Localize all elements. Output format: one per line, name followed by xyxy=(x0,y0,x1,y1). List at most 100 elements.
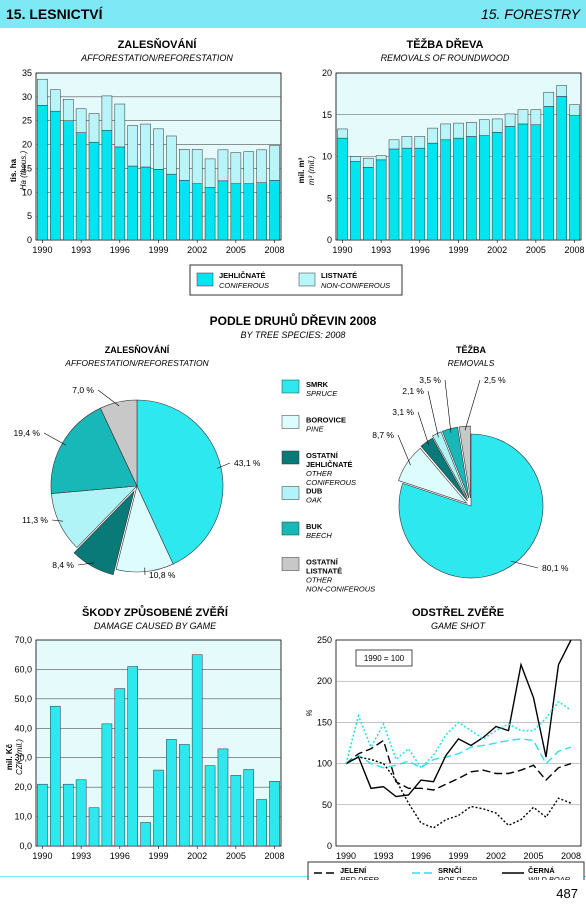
damage-bar xyxy=(204,765,216,847)
roundwood-xtick-label: 1993 xyxy=(371,245,391,255)
afforestation-bar xyxy=(88,141,100,241)
damage-bar xyxy=(230,775,242,847)
damage-ytick-label: 60,0 xyxy=(14,664,32,674)
afforestation-bar xyxy=(191,183,203,241)
pie-legend-swatch xyxy=(281,521,300,536)
afforestation-ytick-label: 5 xyxy=(27,211,32,221)
roundwood-bar xyxy=(530,124,542,241)
afforestation-ytick-label: 30 xyxy=(22,92,32,102)
pie-removals-slice xyxy=(458,425,471,499)
afforestation-bar xyxy=(50,110,61,241)
pie-afforestation-slice xyxy=(99,399,138,487)
header-right-title: 15. FORESTRY xyxy=(480,6,580,22)
damage-xtick-label: 2002 xyxy=(187,851,207,861)
afforestation-xtick-label: 2005 xyxy=(226,245,246,255)
header-left-title: 15. LESNICTVÍ xyxy=(6,6,103,22)
pie-afforestation-slice-label: 10,8 % xyxy=(149,570,176,580)
roundwood-bar xyxy=(479,119,490,136)
roundwood-bar xyxy=(491,132,503,241)
pie-removals-slice xyxy=(398,433,544,579)
pie-legend-label-en: OAK xyxy=(306,496,323,505)
roundwood-xtick-label: 2005 xyxy=(526,245,546,255)
damage-title: ŠKODY ZPŮSOBENÉ ZVĚŘÍ xyxy=(82,605,229,619)
afforestation-bar xyxy=(217,149,229,182)
pie-legend-label-en: OTHER xyxy=(306,576,333,585)
pie-removals-slice-label: 8,7 % xyxy=(372,430,394,440)
game-shot-xtick-label: 2002 xyxy=(486,851,506,861)
pie-section-subtitle: BY TREE SPECIES: 2008 xyxy=(241,330,346,340)
page-header: 15. LESNICTVÍ 15. FORESTRY xyxy=(0,0,586,28)
forest-legend-label: JEHLIČNATÉ xyxy=(219,271,266,280)
forest-legend-label-en: NON-CONIFEROUS xyxy=(321,281,390,290)
roundwood-bar xyxy=(375,159,387,241)
roundwood-bar xyxy=(440,139,451,241)
game-shot-xtick-label: 1996 xyxy=(411,851,431,861)
damage-bar xyxy=(153,769,164,847)
afforestation-ylabel: tis. ha xyxy=(9,158,18,182)
pie-removals-leader xyxy=(444,379,452,433)
damage-bar xyxy=(179,744,190,847)
afforestation-bar xyxy=(140,166,151,241)
roundwood-bar xyxy=(375,155,387,161)
roundwood-bar xyxy=(453,122,464,139)
forest-legend-swatch xyxy=(196,272,214,287)
afforestation-bar xyxy=(127,165,138,241)
roundwood-bar xyxy=(543,91,555,107)
afforestation-bar xyxy=(153,128,164,170)
pie-legend-label: OSTATNÍ xyxy=(306,558,339,567)
afforestation-bar xyxy=(269,180,280,241)
damage-bar xyxy=(256,799,267,847)
game-shot-series-line xyxy=(345,756,572,829)
afforestation-bar xyxy=(217,180,229,241)
game-shot-ytick-label: 150 xyxy=(317,717,332,727)
afforestation-bar xyxy=(75,132,87,241)
pie-legend-label: BUK xyxy=(306,522,323,531)
afforestation-bar xyxy=(37,78,48,106)
game-shot-annotation: 1990 = 100 xyxy=(364,654,405,663)
pie-removals-leader xyxy=(427,390,439,438)
afforestation-bar xyxy=(127,125,138,167)
pie-afforestation-leader xyxy=(77,562,95,566)
pie-afforestation-title: ZALESŇOVÁNÍ xyxy=(105,344,170,355)
game-shot-xtick-label: 2008 xyxy=(561,851,581,861)
roundwood-bar xyxy=(569,104,580,116)
roundwood-bar xyxy=(362,167,374,241)
page-number: 487 xyxy=(556,886,578,901)
roundwood-bar xyxy=(504,113,516,127)
damage-ylabel-en: CZK (mil.) xyxy=(15,739,24,775)
pie-afforestation-slice-label: 43,1 % xyxy=(234,458,261,468)
afforestation-bar xyxy=(62,120,74,241)
pie-afforestation-subtitle: AFFORESTATION/REFORESTATION xyxy=(64,358,209,368)
afforestation-bar xyxy=(50,89,61,112)
damage-bar xyxy=(114,688,126,847)
game-shot-xtick-label: 1993 xyxy=(373,851,393,861)
pie-removals-leader xyxy=(417,411,430,446)
afforestation-bar xyxy=(114,103,126,148)
afforestation-ytick-label: 25 xyxy=(22,116,32,126)
roundwood-bar xyxy=(427,127,438,144)
pie-removals-slice-label: 3,5 % xyxy=(419,375,441,385)
pie-afforestation-slice-label: 8,4 % xyxy=(52,560,74,570)
game-shot-ytick-label: 0 xyxy=(327,841,332,851)
afforestation-bar xyxy=(179,149,190,181)
damage-subtitle: DAMAGE CAUSED BY GAME xyxy=(94,621,217,631)
afforestation-bar xyxy=(101,95,113,131)
pie-removals-slice xyxy=(420,437,468,502)
damage-xtick-label: 1990 xyxy=(32,851,52,861)
afforestation-bar xyxy=(256,182,267,241)
forest-legend-swatch xyxy=(298,272,316,287)
pie-legend-label: JEHLIČNATÉ xyxy=(306,460,353,469)
afforestation-bar xyxy=(230,183,242,241)
damage-xtick-label: 2008 xyxy=(265,851,285,861)
roundwood-bar xyxy=(350,161,361,241)
afforestation-bar xyxy=(114,146,126,241)
afforestation-bar xyxy=(75,108,87,133)
pie-removals-leader xyxy=(464,379,481,431)
game-shot-xtick-label: 2005 xyxy=(523,851,543,861)
roundwood-xtick-label: 1990 xyxy=(332,245,352,255)
afforestation-ytick-label: 20 xyxy=(22,140,32,150)
damage-bar xyxy=(37,783,48,847)
damage-bar xyxy=(50,705,61,847)
pie-removals-title: TĚŽBA xyxy=(456,344,486,355)
game-shot-legend-box xyxy=(307,861,585,880)
